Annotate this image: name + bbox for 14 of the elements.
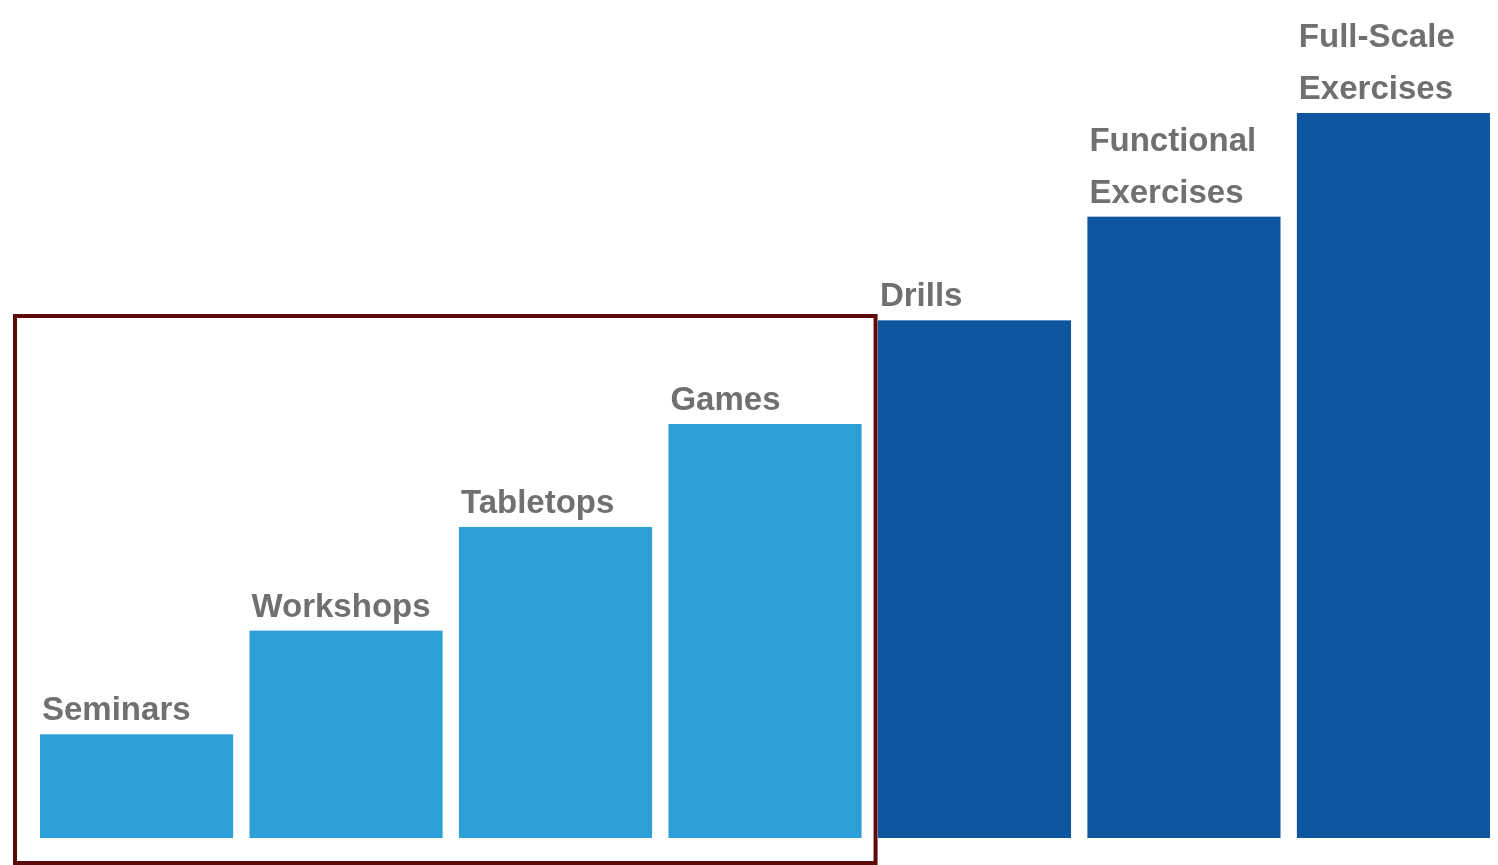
bar [1087,216,1281,838]
bar [458,526,653,838]
x-tick-label: Workshops [251,586,431,624]
x-tick-label: Tabletops [460,482,615,520]
bar [40,734,234,838]
bar [249,630,443,838]
x-tick-label: Functional Exercises [1089,120,1257,210]
bar [1296,113,1490,838]
bar [668,424,862,838]
x-tick-label: Drills [879,276,963,314]
x-tick-label: Games [670,380,781,418]
x-tick-label: Full-Scale Exercises [1298,17,1455,106]
x-tick-label: Seminars [42,690,191,728]
bar [877,320,1072,838]
